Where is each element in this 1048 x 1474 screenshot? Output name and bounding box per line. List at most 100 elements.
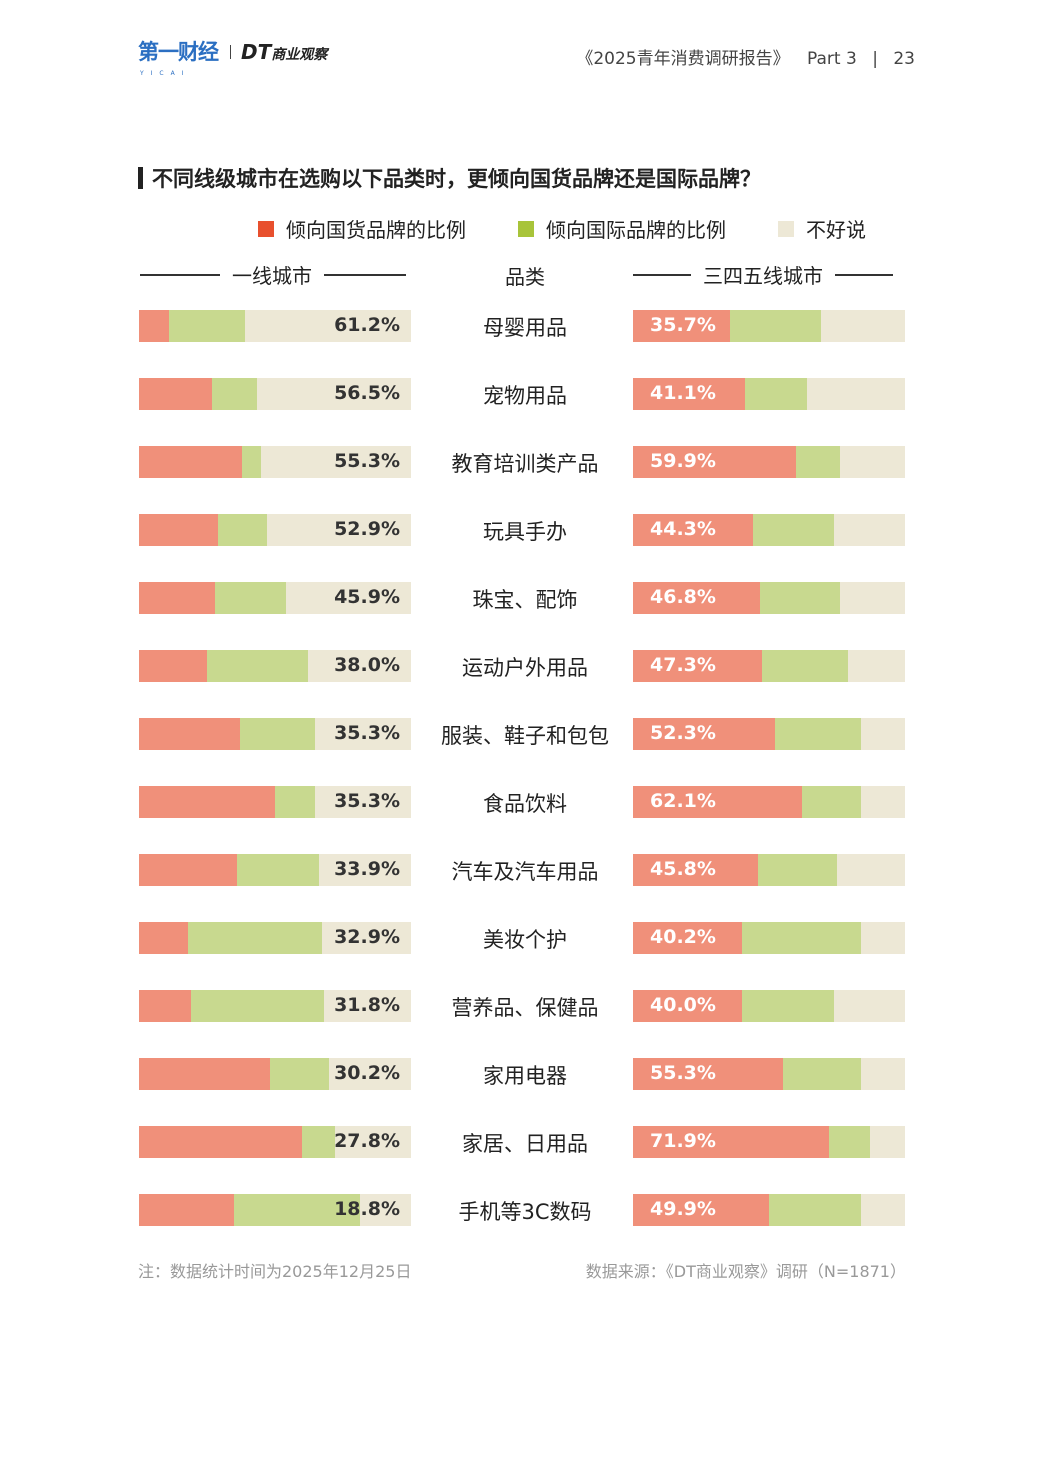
lower-tier-bar-international [783,1058,862,1090]
first-tier-bar-international [212,378,258,410]
first-tier-stacked-bar [139,922,411,954]
first-tier-bar-domestic [139,854,237,886]
lower-tier-stacked-bar [633,1058,905,1090]
lower-tier-value-label: 44.3% [650,518,716,540]
first-tier-bar-unsure [324,990,411,1022]
first-tier-value-label: 56.5% [334,382,400,404]
first-tier-bar-international [234,1194,360,1226]
lower-tier-stacked-bar [633,1194,905,1226]
first-tier-bar-domestic [139,786,275,818]
lower-tier-bar-domestic [633,650,762,682]
first-tier-bar-domestic [139,582,216,614]
chart-row: 35.3% 服装、鞋子和包包 52.3% [0,718,1048,750]
chart-row: 27.8% 家居、日用品 71.9% [0,1126,1048,1158]
first-tier-bar-domestic [139,718,240,750]
chart-row: 31.8% 营养品、保健品 40.0% [0,990,1048,1022]
lower-tier-value-label: 59.9% [650,450,716,472]
first-tier-value-label: 33.9% [334,858,400,880]
legend-swatch-domestic [258,220,274,237]
first-tier-bar-domestic [139,650,207,682]
lower-tier-value-label: 55.3% [650,1062,716,1084]
lower-tier-bar-international [730,310,821,342]
category-label: 珠宝、配饰 [472,588,578,612]
lower-tier-bar-unsure [861,1058,905,1090]
lower-tier-bar-domestic [633,1126,829,1158]
first-tier-bar-international [207,650,308,682]
chart-row: 52.9% 玩具手办 44.3% [0,514,1048,546]
category-label: 美妆个护 [483,928,567,952]
lower-tier-bar-unsure [807,378,905,410]
lower-tier-bar-unsure [839,582,905,614]
lower-tier-bar-international [795,446,840,478]
lower-tier-bar-domestic [633,718,776,750]
first-tier-bar-international [236,854,319,886]
legend-item-unsure: 不好说 [778,214,866,243]
report-title: 《2025青年消费调研报告》 [576,49,790,69]
lower-tier-stacked-bar [633,446,905,478]
first-tier-bar-unsure [359,1194,411,1226]
lower-tier-bar-unsure [820,310,905,342]
category-label: 家居、日用品 [462,1132,588,1156]
first-tier-bar-unsure [314,786,411,818]
lower-tier-value-label: 41.1% [650,382,716,404]
title-marker [138,167,143,189]
first-tier-bar-unsure [328,1058,411,1090]
lower-tier-value-label: 49.9% [650,1198,716,1220]
page-number: 23 [893,49,915,69]
lower-tier-value-label: 46.8% [650,586,716,608]
lower-tier-bar-domestic [633,514,754,546]
first-tier-bar-international [269,1058,329,1090]
lower-tier-bar-international [775,718,862,750]
category-label: 教育培训类产品 [451,452,599,476]
lower-tier-bar-domestic [633,310,731,342]
lower-tier-bar-domestic [633,1058,784,1090]
header-logos: 第一财经 YICAI DT商业观察 [138,40,328,77]
first-tier-value-label: 32.9% [334,926,400,948]
lower-tier-value-label: 62.1% [650,790,716,812]
first-tier-bar-unsure [307,650,411,682]
data-source: 数据来源：《DT商业观察》调研（N=1871） [585,1262,906,1281]
first-tier-stacked-bar [139,378,411,410]
chart-row: 32.9% 美妆个护 40.2% [0,922,1048,954]
dt-logo: DT商业观察 [241,40,328,64]
first-tier-value-label: 18.8% [334,1198,400,1220]
first-tier-bar-unsure [260,446,411,478]
lower-tier-bar-unsure [861,718,905,750]
first-tier-value-label: 30.2% [334,1062,400,1084]
lower-tier-stacked-bar [633,378,905,410]
first-tier-bar-international [190,990,325,1022]
first-tier-stacked-bar [139,718,411,750]
footnote: 注：数据统计时间为2025年12月25日 [138,1262,412,1281]
first-tier-bar-unsure [244,310,411,342]
lower-tier-bar-international [828,1126,870,1158]
lower-tier-bar-domestic [633,1194,769,1226]
lower-tier-bar-unsure [861,786,905,818]
category-label: 营养品、保健品 [451,996,599,1020]
lower-tier-bar-international [760,582,840,614]
first-tier-bar-domestic [139,1126,303,1158]
first-tier-stacked-bar [139,1058,411,1090]
lower-tier-value-label: 40.0% [650,994,716,1016]
first-tier-value-label: 52.9% [334,518,400,540]
lower-tier-bar-international [761,650,848,682]
first-tier-bar-unsure [314,718,411,750]
yicai-logo: 第一财经 YICAI [138,40,219,77]
category-label: 玩具手办 [483,520,567,544]
lower-tier-value-label: 40.2% [650,926,716,948]
first-tier-stacked-bar [139,854,411,886]
lower-tier-bar-unsure [861,922,905,954]
lower-tier-bar-domestic [633,990,742,1022]
lower-tier-stacked-bar [633,514,905,546]
first-tier-stacked-bar [139,514,411,546]
legend-item-domestic: 倾向国货品牌的比例 [258,214,466,243]
category-label: 母婴用品 [483,316,567,340]
chart-row: 55.3% 教育培训类产品 59.9% [0,446,1048,478]
first-tier-bar-international [242,446,261,478]
first-tier-stacked-bar [139,650,411,682]
lower-tier-stacked-bar [633,582,905,614]
lower-tier-bar-unsure [834,514,905,546]
part-label: Part 3 [807,49,857,69]
first-tier-stacked-bar [139,1126,411,1158]
first-tier-value-label: 35.3% [334,722,400,744]
chart-row: 38.0% 运动户外用品 47.3% [0,650,1048,682]
